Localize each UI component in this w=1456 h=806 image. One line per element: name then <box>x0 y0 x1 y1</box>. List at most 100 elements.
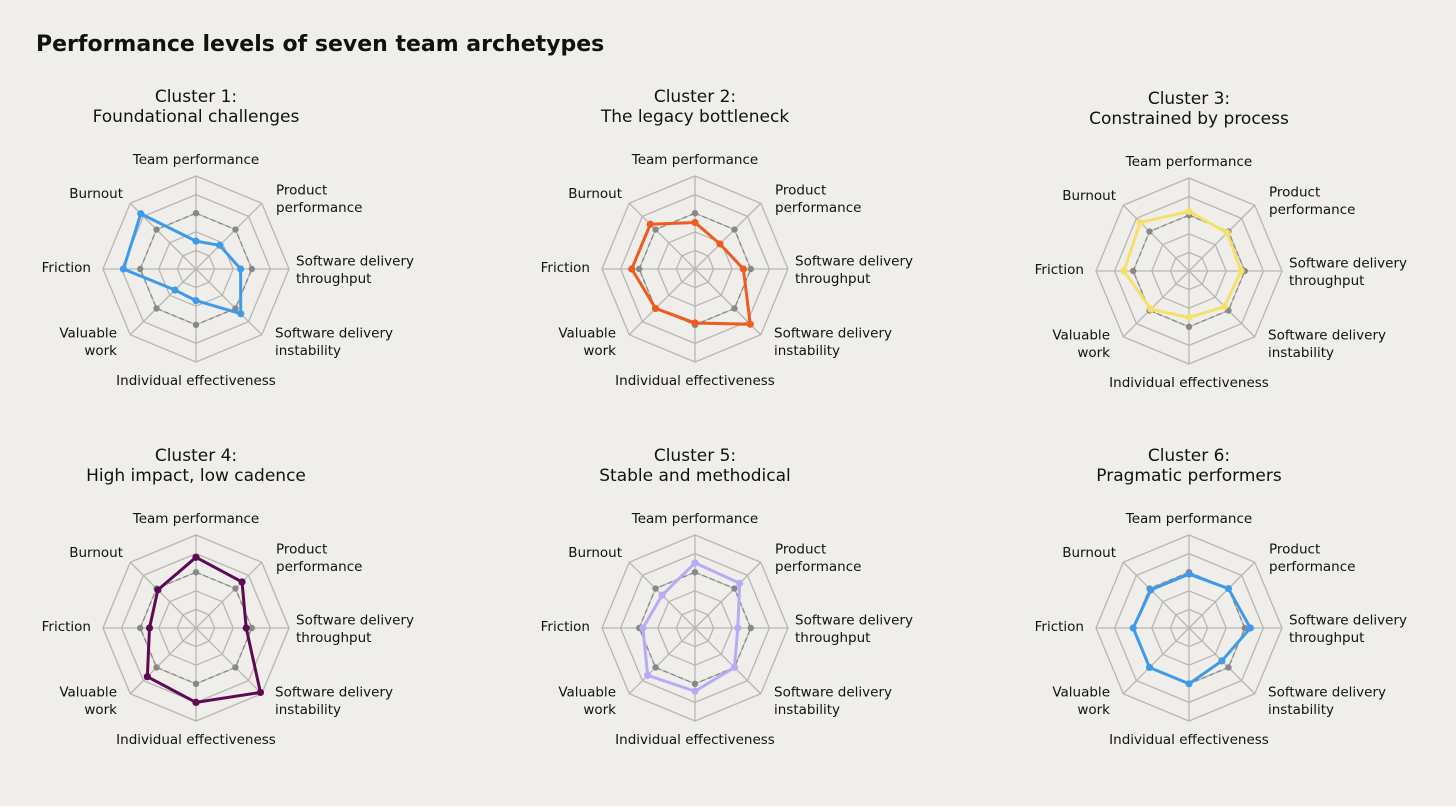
reference-point <box>232 585 239 592</box>
axis-label: Individual effectiveness <box>1109 732 1269 748</box>
grid-spoke <box>195 627 263 695</box>
series-point <box>119 265 128 273</box>
grid-spoke <box>1188 204 1256 272</box>
reference-point <box>1185 323 1193 330</box>
axis-label: Software delivery <box>1268 684 1386 700</box>
axis-label: Team performance <box>1125 154 1252 170</box>
axis-label: Product <box>276 182 327 198</box>
axis-label: Friction <box>541 619 590 635</box>
axis-label: Valuable <box>1052 327 1110 343</box>
grid-spoke <box>195 268 263 336</box>
series-point <box>192 297 200 305</box>
axis-label: Product <box>775 541 826 557</box>
grid-spoke <box>1188 270 1256 338</box>
series-point <box>238 578 246 586</box>
series-point <box>1147 586 1155 594</box>
series-point <box>734 624 742 632</box>
reference-point <box>153 664 160 671</box>
series-point <box>746 320 754 328</box>
series-point <box>628 265 636 273</box>
axis-label: Friction <box>541 260 590 276</box>
axis-label: work <box>84 343 117 359</box>
series-point <box>658 591 666 599</box>
axis-label: Individual effectiveness <box>116 732 276 748</box>
reference-point <box>1225 664 1232 671</box>
series-point <box>651 304 660 313</box>
chart-title: High impact, low cadence <box>86 466 306 486</box>
axis-label: Valuable <box>558 325 616 341</box>
series-point <box>739 265 747 273</box>
reference-point <box>691 210 699 217</box>
reference-point <box>636 265 643 273</box>
series-point <box>242 624 250 632</box>
axis-label: Individual effectiveness <box>615 373 775 389</box>
axis-label: work <box>583 343 616 359</box>
chart-title: Cluster 4: <box>155 446 237 466</box>
axis-label: Product <box>1269 184 1320 200</box>
series-point <box>1220 302 1229 311</box>
grid-spoke <box>628 202 696 270</box>
axis-label: throughput <box>795 271 870 287</box>
series-point <box>1147 305 1155 313</box>
axis-label: Valuable <box>1052 684 1110 700</box>
axis-label: Team performance <box>132 152 259 168</box>
series-point <box>1185 207 1193 216</box>
reference-point <box>153 226 160 233</box>
reference-point <box>747 265 754 273</box>
axis-label: instability <box>1268 345 1334 361</box>
series-point <box>192 698 200 707</box>
axis-label: work <box>84 702 117 718</box>
axis-label: performance <box>775 200 861 216</box>
axis-label: Software delivery <box>1289 612 1407 628</box>
axis-label: performance <box>276 559 362 575</box>
axis-label: performance <box>1269 559 1355 575</box>
series-point <box>646 220 654 228</box>
grid-spoke <box>1122 627 1190 695</box>
series-point <box>137 210 145 218</box>
reference-point <box>192 321 200 328</box>
axis-label: Software delivery <box>774 684 892 700</box>
series-point <box>1246 624 1254 632</box>
series-point <box>192 553 200 561</box>
reference-point <box>153 305 160 312</box>
axis-label: Valuable <box>59 325 117 341</box>
grid-spoke <box>129 561 197 629</box>
axis-label: Software delivery <box>795 253 913 269</box>
chart-title: Foundational challenges <box>93 107 300 127</box>
series-point <box>192 237 200 245</box>
grid-spoke <box>195 202 263 270</box>
series-point <box>1185 570 1193 578</box>
chart-title: Cluster 5: <box>654 446 736 466</box>
chart-title: The legacy bottleneck <box>600 107 790 127</box>
axis-label: Individual effectiveness <box>116 373 276 389</box>
series-point <box>1224 584 1233 593</box>
reference-point <box>691 569 699 576</box>
axis-label: Product <box>276 541 327 557</box>
series-point <box>691 218 699 227</box>
reference-point <box>691 680 699 687</box>
axis-label: Software delivery <box>275 325 393 341</box>
axis-label: Product <box>1269 541 1320 557</box>
reference-point <box>1146 228 1153 235</box>
series-point <box>691 319 699 327</box>
chart-title: Stable and methodical <box>599 466 791 486</box>
axis-label: throughput <box>296 271 371 287</box>
axis-label: throughput <box>795 630 870 646</box>
series-point <box>691 559 699 567</box>
axis-label: Software delivery <box>275 684 393 700</box>
series-point <box>736 579 744 587</box>
axis-label: throughput <box>1289 630 1364 646</box>
series-point <box>256 688 265 697</box>
reference-point <box>192 680 200 687</box>
reference-point <box>747 624 754 632</box>
axis-label: Burnout <box>1062 188 1116 204</box>
axis-label: work <box>583 702 616 718</box>
axis-label: Software delivery <box>795 612 913 628</box>
series-point <box>216 241 224 249</box>
chart-title: Constrained by process <box>1089 109 1289 129</box>
series-point <box>1185 313 1193 322</box>
axis-label: Valuable <box>59 684 117 700</box>
series-point <box>644 671 652 679</box>
